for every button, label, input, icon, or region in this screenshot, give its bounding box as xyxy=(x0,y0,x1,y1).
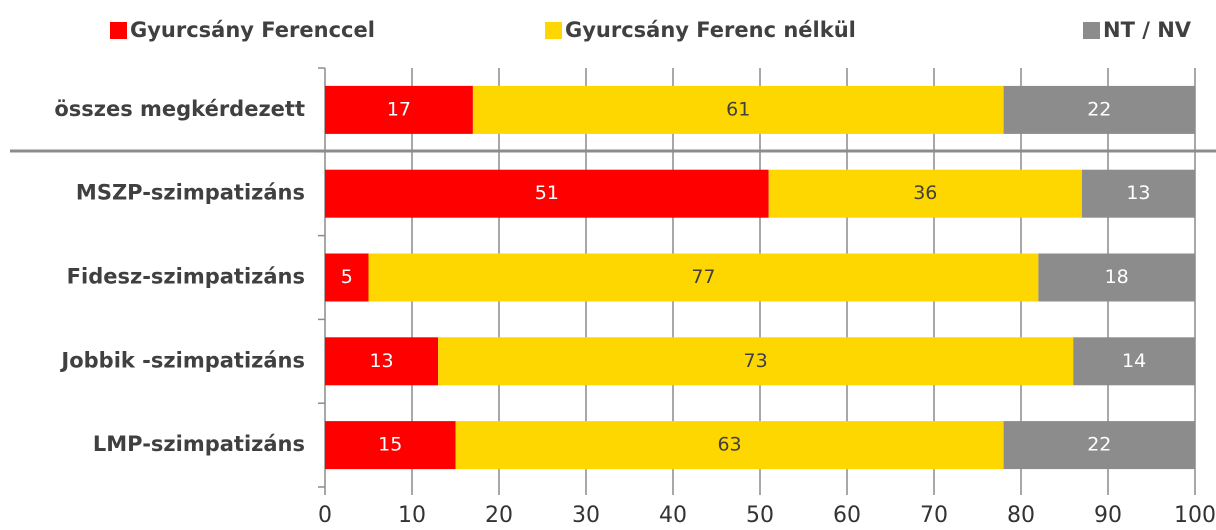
data-label: 51 xyxy=(535,182,559,204)
data-label: 77 xyxy=(691,266,715,288)
data-label: 15 xyxy=(378,434,402,456)
data-label: 22 xyxy=(1087,434,1111,456)
bar-segment xyxy=(325,253,369,302)
legend-swatch xyxy=(110,22,127,39)
category-label: Jobbik -szimpatizáns xyxy=(59,348,305,372)
category-label: Fidesz-szimpatizáns xyxy=(67,265,305,289)
data-label: 73 xyxy=(744,350,768,372)
x-tick-label: 10 xyxy=(398,503,426,528)
data-label: 18 xyxy=(1105,266,1129,288)
bar-segment xyxy=(1038,253,1195,302)
legend-label: Gyurcsány Ferenc nélkül xyxy=(565,18,856,42)
data-label: 22 xyxy=(1087,98,1111,120)
legend-label: Gyurcsány Ferenccel xyxy=(130,18,375,42)
data-label: 36 xyxy=(913,182,937,204)
data-label: 17 xyxy=(387,98,411,120)
bar-segment xyxy=(325,337,439,386)
bar-segment xyxy=(1081,169,1195,218)
x-tick-label: 40 xyxy=(659,503,687,528)
data-label: 13 xyxy=(369,350,393,372)
data-label: 14 xyxy=(1122,350,1146,372)
bar-segment xyxy=(325,85,473,134)
legend-label: NT / NV xyxy=(1103,18,1192,42)
bar-segment xyxy=(1073,337,1195,386)
x-tick-label: 50 xyxy=(746,503,774,528)
bar-segment xyxy=(368,253,1039,302)
bar-segment xyxy=(438,337,1074,386)
bar-segment xyxy=(455,421,1004,470)
x-tick-label: 70 xyxy=(920,503,948,528)
x-tick-label: 30 xyxy=(572,503,600,528)
data-label: 13 xyxy=(1126,182,1150,204)
category-label: összes megkérdezett xyxy=(54,97,305,121)
x-tick-label: 60 xyxy=(833,503,861,528)
legend-swatch xyxy=(545,22,562,39)
category-label: LMP-szimpatizáns xyxy=(93,432,305,456)
bar-segment xyxy=(325,169,769,218)
category-label: MSZP-szimpatizáns xyxy=(76,181,305,205)
bar-segment xyxy=(1003,421,1195,470)
bar-segment xyxy=(1003,85,1195,134)
bar-segment xyxy=(768,169,1082,218)
data-label: 63 xyxy=(717,434,741,456)
legend-swatch xyxy=(1083,22,1100,39)
bar-segment xyxy=(325,421,456,470)
bar-segment xyxy=(472,85,1004,134)
data-label: 5 xyxy=(341,266,353,288)
x-tick-label: 20 xyxy=(485,503,513,528)
x-tick-label: 100 xyxy=(1174,503,1216,528)
x-tick-label: 80 xyxy=(1007,503,1035,528)
x-tick-label: 90 xyxy=(1094,503,1122,528)
data-label: 61 xyxy=(726,98,750,120)
x-tick-label: 0 xyxy=(318,503,332,528)
